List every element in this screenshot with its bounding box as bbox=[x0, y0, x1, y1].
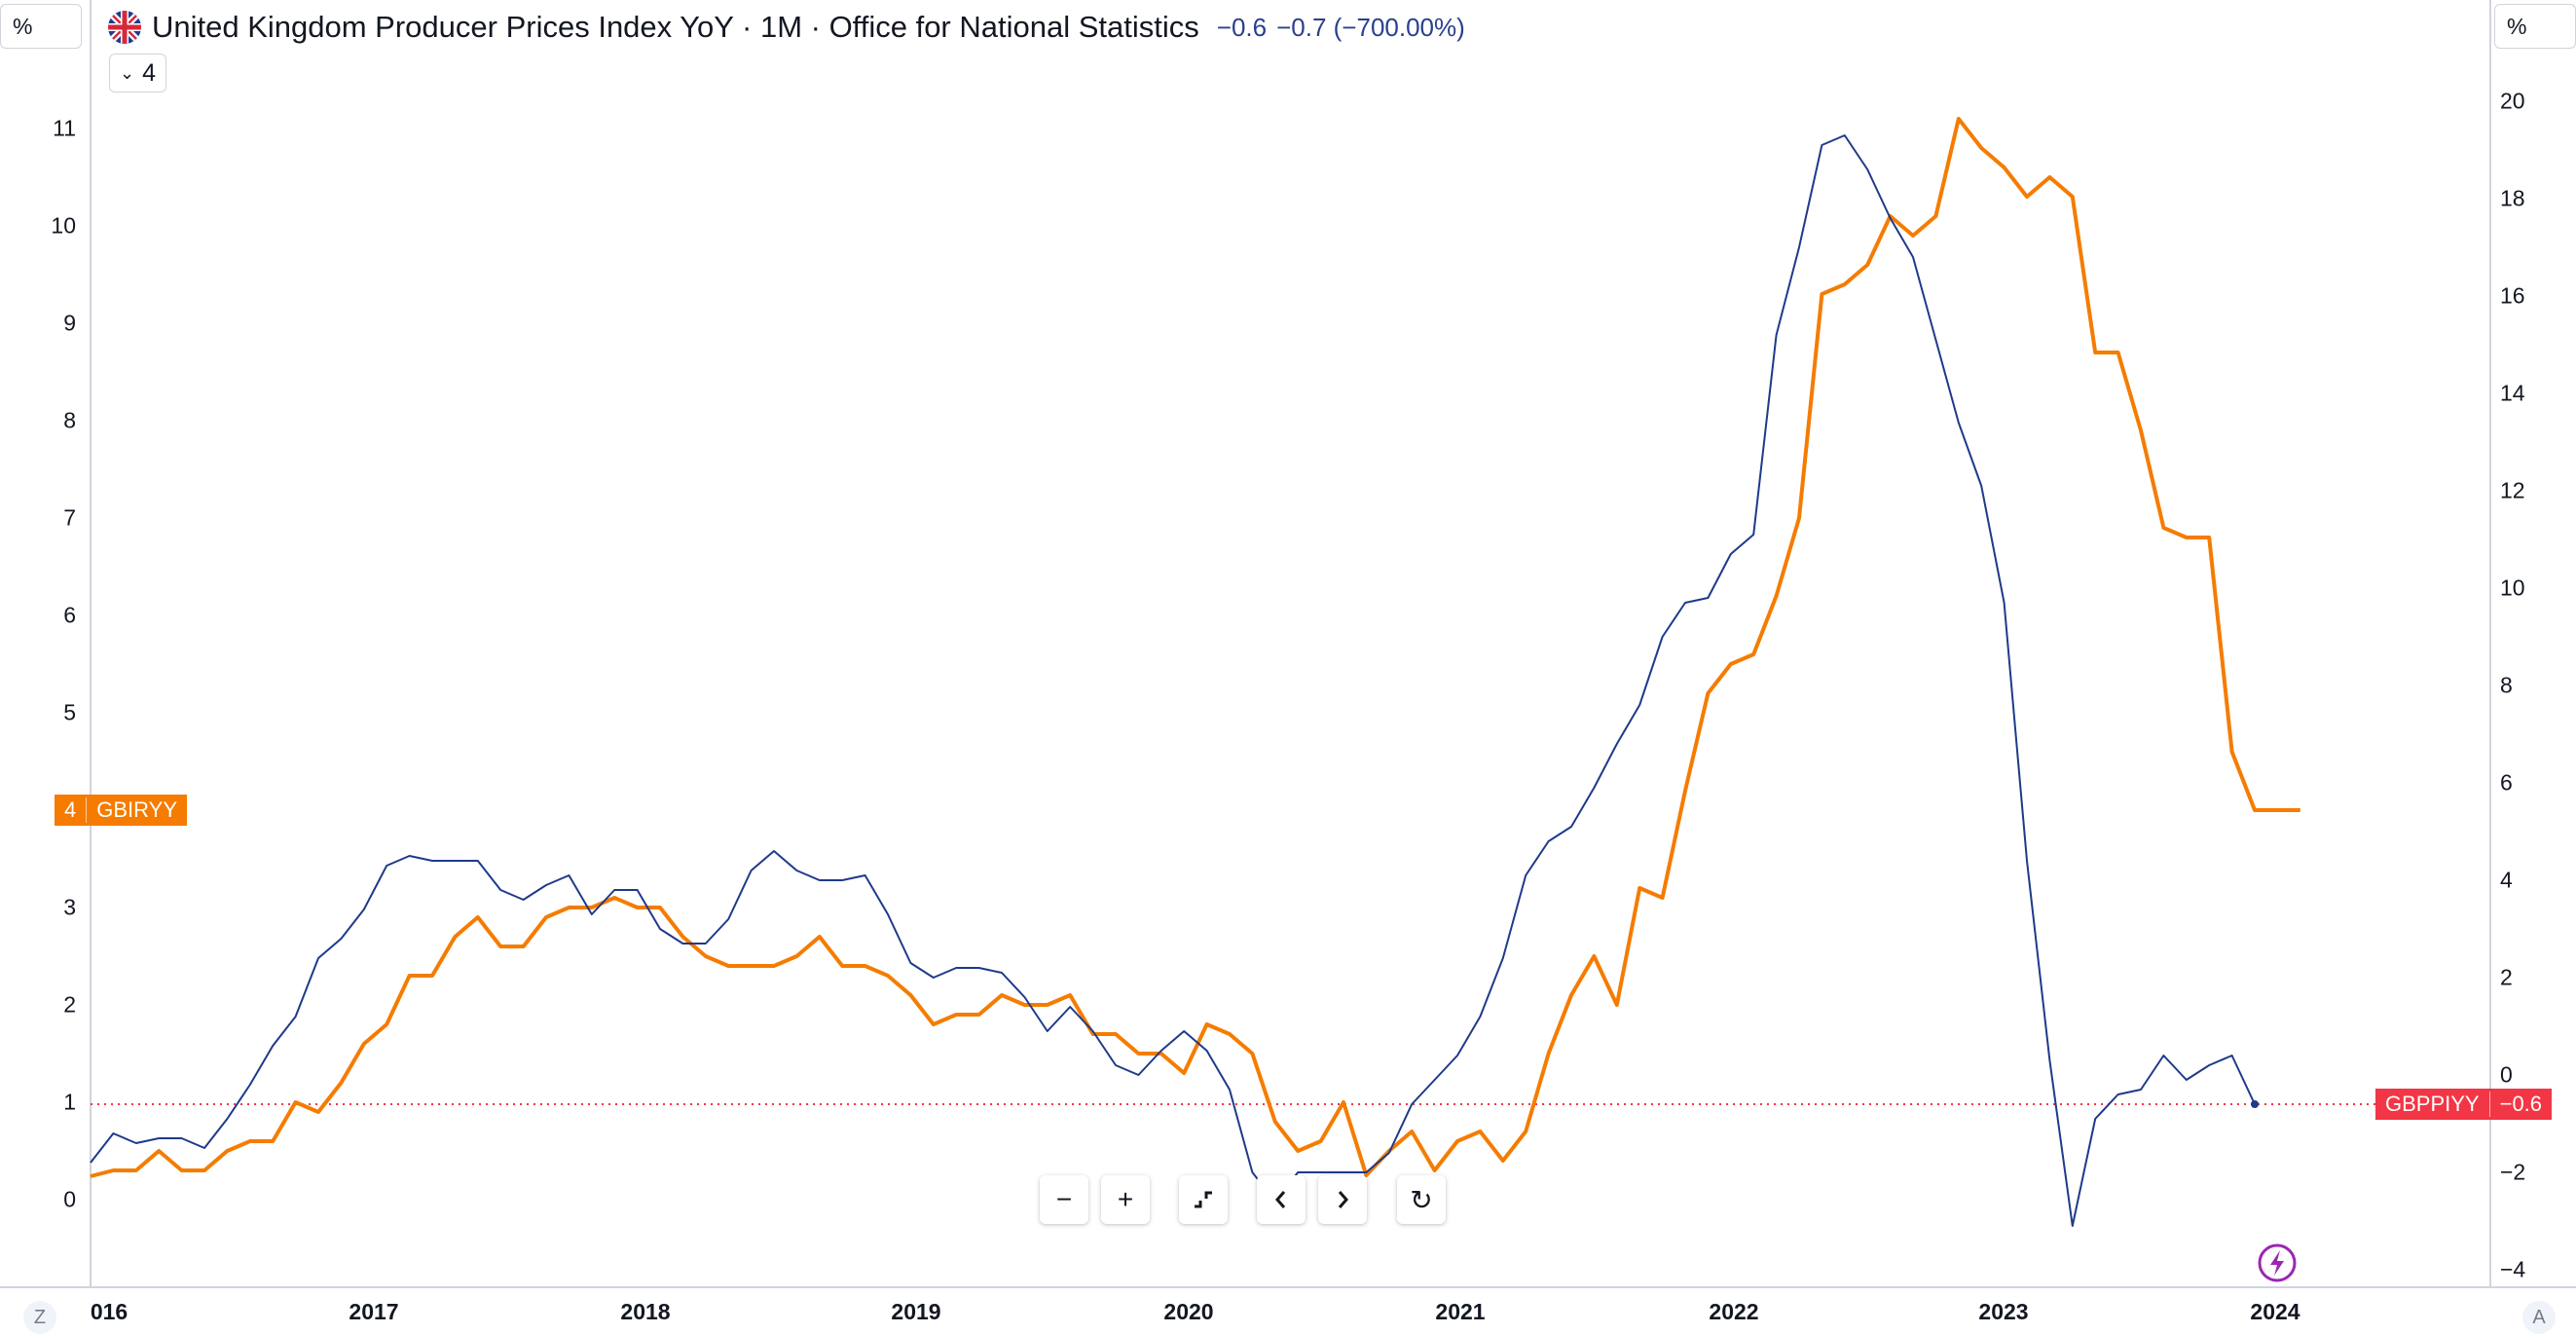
left-tick-label: 9 bbox=[63, 310, 76, 336]
reset-chart-button[interactable]: ↻ bbox=[1397, 1175, 1446, 1224]
x-tick-label: 2023 bbox=[1978, 1299, 2029, 1324]
minus-icon: − bbox=[1055, 1184, 1073, 1214]
gbiryy-badge-value: 4 bbox=[64, 797, 77, 822]
left-tick-label: 6 bbox=[63, 602, 76, 628]
timezone-button[interactable]: Z bbox=[23, 1301, 56, 1334]
gbppiyy-badge-name: GBPPIYY bbox=[2385, 1092, 2480, 1116]
right-tick-label: 20 bbox=[2500, 88, 2525, 114]
legend: United Kingdom Producer Prices Index YoY… bbox=[107, 6, 1465, 49]
left-tick-label: 3 bbox=[63, 894, 76, 920]
chevron-left-icon bbox=[1275, 1191, 1286, 1208]
right-tick-label: 8 bbox=[2500, 672, 2513, 698]
zoom-out-button[interactable]: − bbox=[1040, 1175, 1088, 1224]
left-tick-label: 7 bbox=[63, 504, 76, 531]
left-tick-label: 8 bbox=[63, 407, 76, 433]
legend-title[interactable]: United Kingdom Producer Prices Index YoY… bbox=[152, 10, 1199, 44]
lightning-icon[interactable] bbox=[2257, 1242, 2298, 1283]
corner-reset-icon bbox=[1195, 1191, 1212, 1208]
x-tick-label: 2018 bbox=[620, 1299, 671, 1324]
left-scale-unit-label: % bbox=[13, 13, 33, 39]
x-tick-label: 2019 bbox=[891, 1299, 941, 1324]
legend-collapse-button[interactable]: ⌄ 4 bbox=[109, 54, 166, 93]
right-tick-label: 14 bbox=[2500, 380, 2525, 406]
x-tick-label: 2024 bbox=[2250, 1299, 2300, 1324]
x-tick-label: 2022 bbox=[1709, 1299, 1759, 1324]
gbppiyy-badge: GBPPIYY −0.6 bbox=[2375, 1089, 2553, 1120]
scroll-right-button[interactable] bbox=[1318, 1175, 1367, 1224]
auto-scale-label: A bbox=[2532, 1306, 2546, 1328]
gbiryy-badge: 4 GBIRYY bbox=[55, 795, 187, 826]
right-tick-label: −4 bbox=[2500, 1256, 2526, 1282]
x-tick-label: 2021 bbox=[1435, 1299, 1486, 1324]
series-line-gbppiyy[interactable] bbox=[90, 134, 2256, 1227]
legend-change: −0.7 (−700.00%) bbox=[1276, 12, 1465, 42]
uk-flag-icon bbox=[108, 11, 141, 44]
last-point-marker bbox=[2251, 1100, 2259, 1108]
gbiryy-badge-name: GBIRYY bbox=[86, 797, 187, 823]
scroll-left-button[interactable] bbox=[1257, 1175, 1306, 1224]
right-tick-label: −2 bbox=[2500, 1159, 2526, 1185]
right-tick-label: 4 bbox=[2500, 867, 2513, 893]
left-tick-label: 10 bbox=[51, 212, 76, 239]
x-tick-label: 016 bbox=[90, 1299, 129, 1324]
x-tick-label: 2020 bbox=[1163, 1299, 1214, 1324]
right-scale-unit-button[interactable]: % bbox=[2494, 4, 2576, 49]
right-tick-label: 0 bbox=[2500, 1061, 2513, 1088]
series-line-gbiryy[interactable] bbox=[90, 117, 2300, 1178]
right-tick-label: 18 bbox=[2500, 185, 2525, 211]
left-tick-label: 5 bbox=[63, 699, 76, 725]
left-tick-label: 0 bbox=[63, 1186, 76, 1212]
chevron-right-icon bbox=[1338, 1191, 1348, 1208]
zoom-in-button[interactable]: + bbox=[1101, 1175, 1150, 1224]
auto-fit-button[interactable] bbox=[1179, 1175, 1228, 1224]
auto-scale-button[interactable]: A bbox=[2522, 1301, 2556, 1334]
legend-value: −0.6 bbox=[1216, 12, 1268, 42]
right-tick-label: 12 bbox=[2500, 477, 2525, 503]
left-tick-label: 11 bbox=[53, 115, 76, 141]
collapse-count: 4 bbox=[142, 58, 156, 87]
chevron-down-icon: ⌄ bbox=[120, 62, 135, 83]
right-tick-label: 2 bbox=[2500, 964, 2513, 990]
gbppiyy-badge-value: −0.6 bbox=[2488, 1092, 2552, 1117]
right-tick-label: 16 bbox=[2500, 282, 2525, 309]
left-scale-unit-button[interactable]: % bbox=[0, 4, 82, 49]
left-tick-label: 2 bbox=[63, 991, 76, 1018]
right-scale-unit-label: % bbox=[2507, 13, 2527, 39]
x-tick-label: 2017 bbox=[349, 1299, 399, 1324]
right-tick-label: 6 bbox=[2500, 769, 2513, 796]
left-tick-label: 1 bbox=[63, 1089, 76, 1115]
right-tick-label: 10 bbox=[2500, 574, 2525, 601]
plus-icon: + bbox=[1117, 1184, 1134, 1214]
reset-icon: ↻ bbox=[1410, 1184, 1433, 1215]
timezone-label: Z bbox=[33, 1306, 47, 1328]
